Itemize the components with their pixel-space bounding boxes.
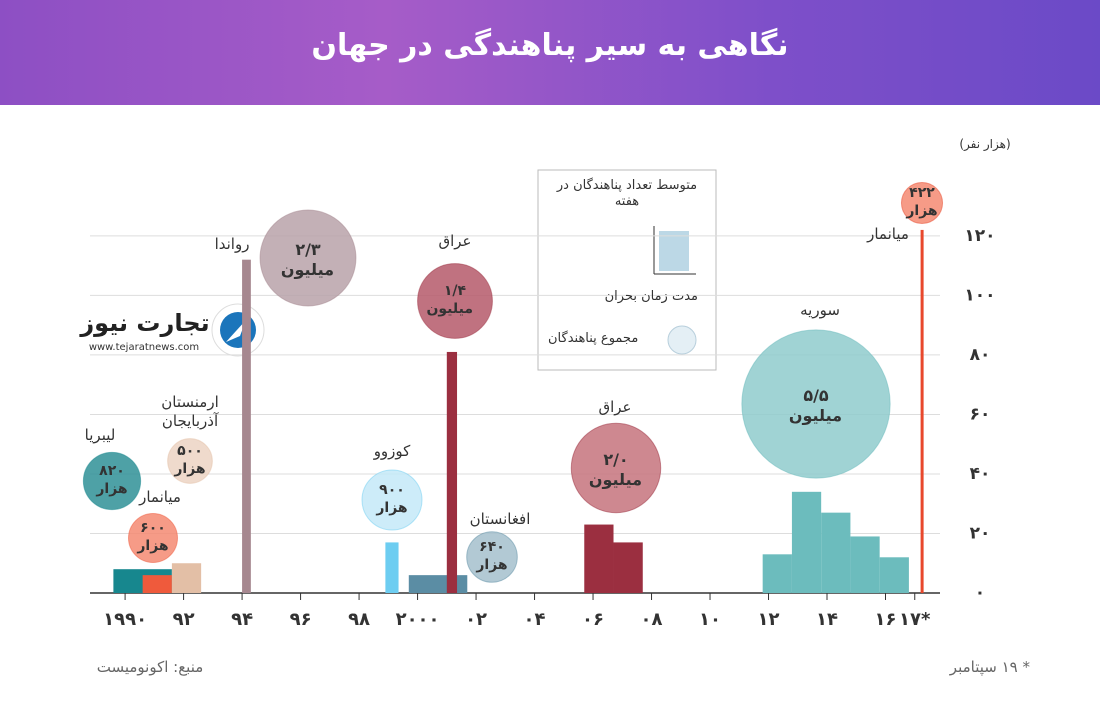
- bar: [791, 491, 822, 593]
- bubble: [259, 209, 357, 307]
- bubble-label: ۵/۵ میلیون: [788, 386, 842, 425]
- bar: [850, 536, 880, 593]
- legend-bubble-icon: [667, 325, 697, 355]
- series-name: لیبریا: [84, 426, 116, 444]
- footnote: * ۱۹ سپتامبر: [949, 658, 1030, 676]
- x-tick-label: ۰۲: [465, 609, 487, 630]
- y-tick-label: ۱۰۰: [964, 285, 995, 305]
- x-tick-label: ۱۰: [699, 609, 721, 630]
- bubble-label: ۶۴۰ هزار: [476, 539, 508, 573]
- series-name: کوزوو: [373, 442, 411, 460]
- bubble: [128, 513, 178, 563]
- x-tick-label: ۹۲: [173, 609, 195, 630]
- series-name: میانمار: [139, 488, 181, 506]
- bubble-label: ۱/۴ میلیون: [426, 283, 473, 317]
- y-tick-label: ۴۰: [970, 464, 991, 484]
- y-tick-label: ۶۰: [970, 404, 991, 424]
- bar: [879, 557, 909, 593]
- bar: [408, 575, 468, 593]
- series-name: افغانستان: [469, 510, 531, 528]
- bubble-label: ۲/۳ میلیون: [280, 240, 334, 279]
- logo-name: تجارت نیوز: [80, 309, 210, 337]
- y-tick-label: ۸۰: [970, 345, 991, 365]
- bubble: [466, 531, 518, 583]
- x-tick-label: ۲۰۰۰: [396, 609, 440, 630]
- x-tick-label: ۱۴: [816, 609, 838, 630]
- bubble-label: ۵۰۰ هزار: [174, 443, 206, 477]
- bubble: [361, 469, 423, 531]
- legend-text: مجموع پناهندگان: [548, 331, 639, 346]
- bubble-label: ۶۰۰ هزار: [137, 520, 169, 554]
- bubble: [417, 263, 493, 339]
- bar: [920, 229, 924, 594]
- bar: [242, 259, 251, 593]
- bar: [142, 575, 172, 593]
- bar: [171, 563, 202, 593]
- bar: [446, 351, 458, 593]
- legend-text: متوسط تعداد پناهندگان در هفته: [556, 178, 698, 210]
- x-tick-label: ۰۴: [524, 609, 546, 630]
- series-name: عراق: [438, 232, 472, 250]
- bar: [613, 542, 643, 593]
- x-tick-label: ۹۸: [348, 609, 370, 630]
- bubble: [900, 181, 944, 225]
- series-name: عراق: [598, 398, 632, 416]
- y-axis-label: (هزار نفر): [959, 137, 1011, 151]
- series-name: ارمنستان آذربایجان: [161, 393, 219, 430]
- bar: [584, 524, 614, 593]
- x-tick-label: ۱۹۹۰: [103, 609, 147, 630]
- x-tick-label: ۹۴: [231, 609, 253, 630]
- x-tick-label: ۱۲: [758, 609, 780, 630]
- x-tick-label: ۰۶: [582, 609, 604, 630]
- series-name: سوریه: [800, 301, 840, 319]
- bubble-label: ۸۲۰ هزار: [96, 463, 128, 497]
- header-band: نگاهی به سیر پناهندگی در جهان: [0, 0, 1100, 105]
- x-tick-label: ۱۷*: [899, 609, 931, 630]
- bubble-label: ۲/۰ میلیون: [588, 450, 642, 489]
- logo-url: www.tejaratnews.com: [88, 342, 200, 353]
- x-tick-label: ۰۸: [641, 609, 663, 630]
- bubble: [570, 422, 662, 514]
- legend-text: مدت زمان بحران: [604, 289, 698, 304]
- y-tick-label: ۰: [975, 583, 985, 603]
- bar: [762, 554, 792, 593]
- logo-mark: [226, 320, 246, 342]
- bubble: [741, 329, 891, 479]
- legend-bar-icon: [659, 231, 689, 271]
- bar: [385, 542, 399, 593]
- bar: [821, 512, 851, 593]
- y-tick-label: ۱۲۰: [964, 226, 995, 246]
- bubble: [82, 451, 142, 511]
- bubble-label: ۴۲۲ هزار: [906, 185, 938, 219]
- series-name: رواندا: [214, 235, 250, 253]
- bubble: [167, 438, 213, 484]
- source: منبع: اکونومیست: [96, 658, 204, 676]
- x-tick-label: ۹۶: [290, 609, 312, 630]
- series-name: میانمار: [867, 225, 909, 243]
- page-title: نگاهی به سیر پناهندگی در جهان: [311, 28, 789, 63]
- bubble-label: ۹۰۰ هزار: [376, 482, 408, 516]
- x-tick-label: ۱۶: [875, 609, 897, 630]
- y-tick-label: ۲۰: [970, 523, 991, 543]
